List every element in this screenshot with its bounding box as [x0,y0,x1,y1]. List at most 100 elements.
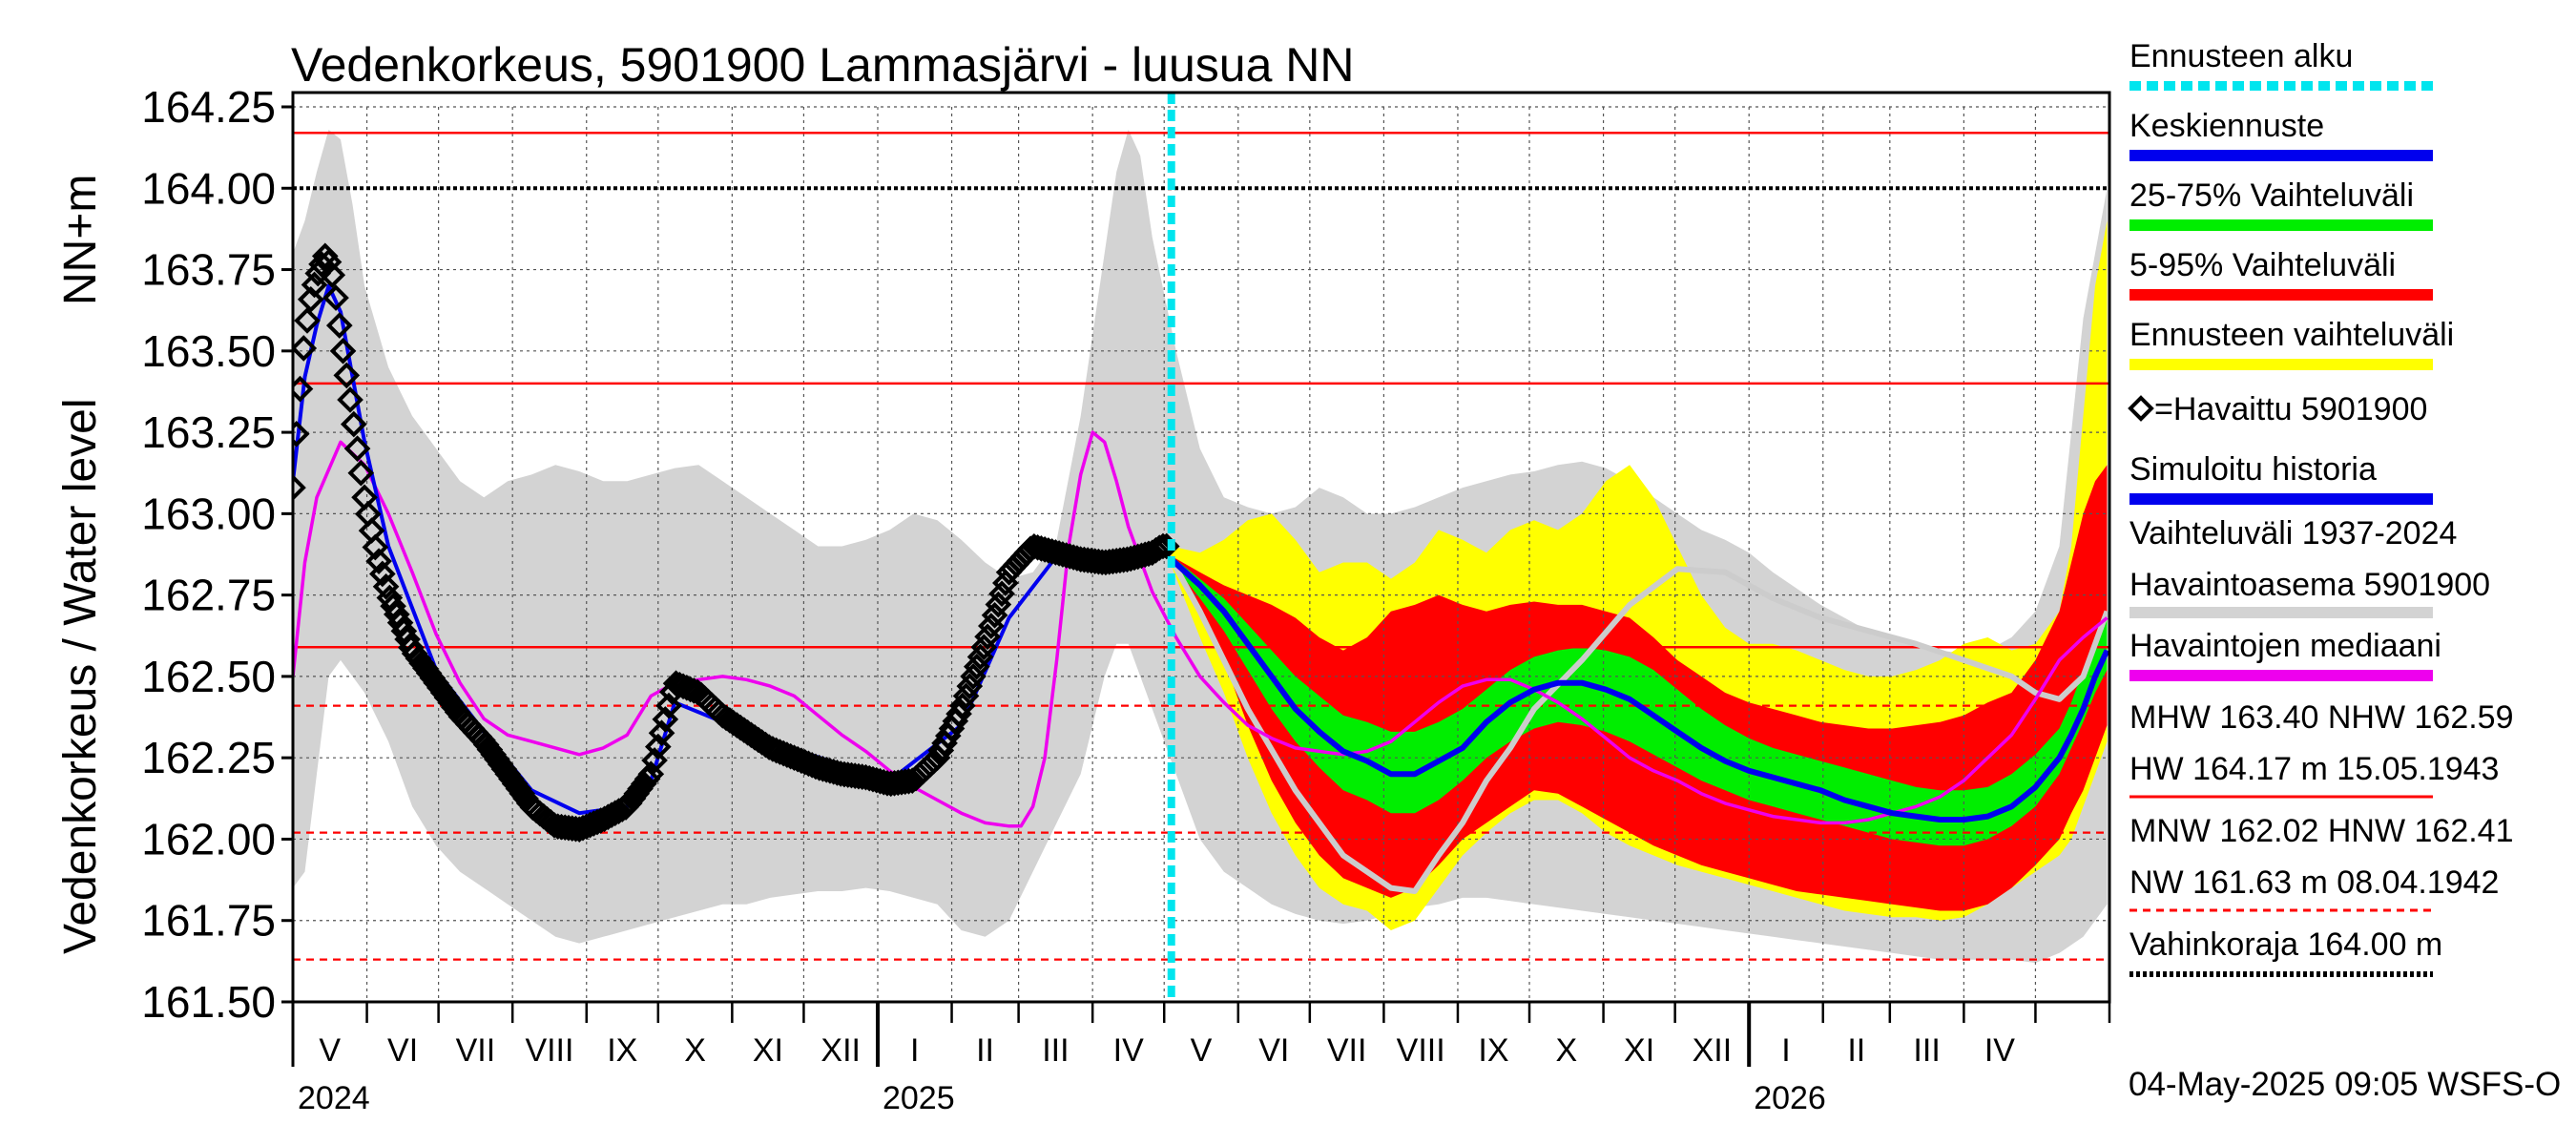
legend-label-1: Keskiennuste [2129,108,2324,144]
month-label-12: V [1191,1032,1213,1069]
observed-point-11 [319,261,346,289]
observed-point-26 [372,572,400,600]
legend-label-8: Havaintojen mediaani [2129,628,2441,664]
observed-point-14 [329,337,357,364]
month-label-19: XII [1693,1032,1733,1069]
month-label-11: IV [1113,1032,1144,1069]
y-tick-label-4: 162.50 [141,652,276,701]
legend-label2-10: NW 161.63 m 08.04.1942 [2129,864,2499,901]
month-label-2: VII [456,1032,496,1069]
month-label-7: XII [821,1032,861,1069]
month-label-6: XI [753,1032,783,1069]
observed-point-10 [315,248,343,276]
plot-content [293,93,2109,1002]
observed-point-24 [365,548,392,574]
plot-area: 161.50 161.75 162.00 162.25 162.50 162.75 163.… [141,82,2111,1116]
observed-point-17 [340,410,367,438]
y-tick-label-1: 161.75 [141,896,276,946]
y-tick-label-11: 164.25 [141,82,276,132]
observed-point-170 [888,768,915,796]
y-tick-label-5: 162.75 [141,571,276,620]
observed-point-12 [322,284,349,311]
month-label-3: VIII [525,1032,573,1069]
month-label-14: VII [1327,1032,1367,1069]
month-label-10: III [1042,1032,1069,1069]
month-label-20: I [1781,1032,1790,1069]
observed-point-5 [297,285,324,313]
month-label-9: II [976,1032,994,1069]
legend-label-5: =Havaittu 5901900 [2154,391,2427,427]
legend-marker-5 [2128,395,2154,422]
month-label-13: VI [1258,1032,1289,1069]
month-label-15: VIII [1397,1032,1445,1069]
series-forecast_mean-line [1169,556,2109,822]
observed-point-3 [293,335,318,362]
observed-point-23 [362,533,389,561]
observed-point-103 [648,719,675,747]
month-label-17: X [1555,1032,1577,1069]
legend-label2-9: HW 164.17 m 15.05.1943 [2129,751,2499,787]
month-label-8: I [910,1032,919,1069]
y-tick-label-3: 162.25 [141,733,276,782]
observed-point-105 [655,692,682,719]
observed-point-100 [637,760,665,788]
series-median-line [293,430,2109,828]
year-label-2: 2026 [1754,1080,1826,1116]
footer-timestamp: 04-May-2025 09:05 WSFS-O [2129,1066,2561,1103]
year-label-1: 2025 [883,1080,955,1116]
observed-point-4 [294,307,321,334]
observed-point-0 [293,474,306,501]
observed-point-19 [347,459,375,487]
legend-label-10: MNW 162.02 HNW 162.41 [2129,813,2514,849]
plot-frame [291,91,2111,1004]
observed-point-25 [368,560,396,588]
legend-label-9: MHW 163.40 NHW 162.59 [2129,699,2514,736]
month-label-16: IX [1478,1032,1508,1069]
y-tick-label-10: 164.00 [141,163,276,213]
legend-label-7: Vaihteluväli 1937-2024 [2129,515,2457,552]
observed-point-27 [376,584,404,612]
series-forecast_grey-line [1169,557,2109,894]
series-simulated-line [293,283,1167,816]
y-axis-unit: NN+m [55,175,106,305]
legend-label-0: Ennusteen alku [2129,38,2353,74]
observed-point-104 [652,706,679,733]
month-label-5: X [684,1032,706,1069]
chart-title: Vedenkorkeus, 5901900 Lammasjärvi - luus… [291,38,1355,92]
observed-point-13 [325,312,353,339]
y-tick-label-8: 163.50 [141,326,276,376]
y-axis-label: Vedenkorkeus / Water level [55,398,106,954]
observed-point-30 [386,609,414,636]
y-tick-label-2: 162.00 [141,814,276,864]
y-tick-label-9: 163.75 [141,245,276,295]
month-label-0: V [319,1032,341,1069]
y-tick-label-6: 163.00 [141,489,276,538]
month-label-18: XI [1624,1032,1654,1069]
legend-label2-7: Havaintoasema 5901900 [2129,567,2490,603]
legend-label-6: Simuloitu historia [2129,451,2377,488]
y-tick-label-7: 163.25 [141,407,276,457]
month-label-23: IV [1984,1032,2015,1069]
observed-point-16 [337,386,364,413]
legend-label-2: 25-75% Vaihteluväli [2129,177,2414,214]
observed-point-28 [380,593,406,620]
y-tick-label-0: 161.50 [141,977,276,1027]
legend-label-11: Vahinkoraja 164.00 m [2129,926,2442,963]
month-label-21: II [1847,1032,1865,1069]
observed-point-29 [384,601,410,628]
legend: Ennusteen alku Keskiennuste 25-75% Vaihtel… [2128,38,2514,977]
month-label-1: VI [387,1032,418,1069]
month-label-4: IX [607,1032,637,1069]
observed-point-101 [641,747,668,774]
observed-point-1 [293,420,310,448]
year-label-0: 2024 [298,1080,370,1116]
legend-label-3: 5-95% Vaihteluväli [2129,247,2396,283]
observed-point-18 [343,435,371,462]
legend-label-4: Ennusteen vaihteluväli [2129,317,2454,353]
observed-point-172 [895,767,923,795]
observed-point-15 [333,362,361,389]
month-label-22: III [1913,1032,1940,1069]
observed-point-102 [644,733,672,760]
observed-point-31 [390,617,418,645]
